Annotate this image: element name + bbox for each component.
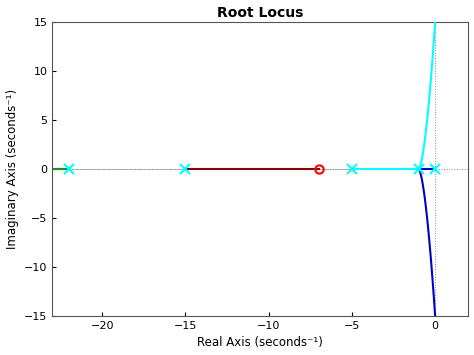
Y-axis label: Imaginary Axis (seconds⁻¹): Imaginary Axis (seconds⁻¹) <box>6 89 18 249</box>
X-axis label: Real Axis (seconds⁻¹): Real Axis (seconds⁻¹) <box>198 337 323 349</box>
Title: Root Locus: Root Locus <box>217 6 303 20</box>
